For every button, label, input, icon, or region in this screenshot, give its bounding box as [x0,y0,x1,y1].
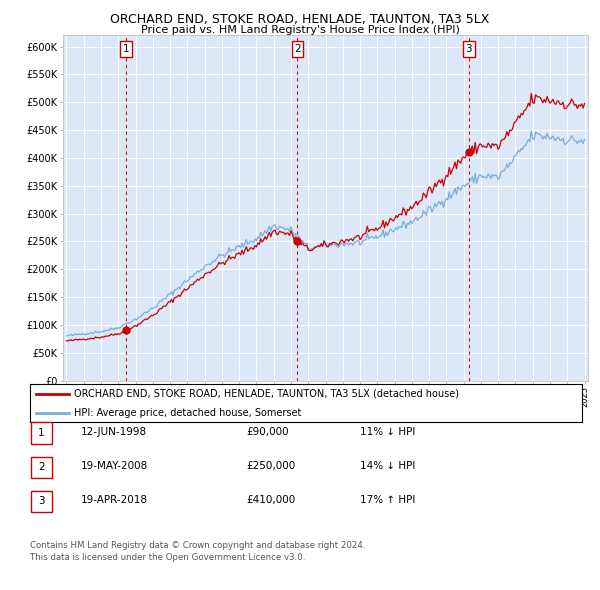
Text: 1: 1 [123,44,130,54]
Text: 19-APR-2018: 19-APR-2018 [81,496,148,505]
Text: Price paid vs. HM Land Registry's House Price Index (HPI): Price paid vs. HM Land Registry's House … [140,25,460,35]
Text: 3: 3 [466,44,472,54]
Text: £410,000: £410,000 [246,496,295,505]
Text: 11% ↓ HPI: 11% ↓ HPI [360,427,415,437]
Text: 19-MAY-2008: 19-MAY-2008 [81,461,148,471]
Text: ORCHARD END, STOKE ROAD, HENLADE, TAUNTON, TA3 5LX (detached house): ORCHARD END, STOKE ROAD, HENLADE, TAUNTO… [74,389,459,399]
Text: £90,000: £90,000 [246,427,289,437]
FancyBboxPatch shape [31,422,52,444]
FancyBboxPatch shape [31,491,52,512]
Text: HPI: Average price, detached house, Somerset: HPI: Average price, detached house, Some… [74,408,302,418]
Text: 17% ↑ HPI: 17% ↑ HPI [360,496,415,505]
Text: 2: 2 [294,44,301,54]
Text: 2: 2 [38,463,45,472]
FancyBboxPatch shape [31,457,52,478]
Text: 3: 3 [38,497,45,506]
Text: ORCHARD END, STOKE ROAD, HENLADE, TAUNTON, TA3 5LX: ORCHARD END, STOKE ROAD, HENLADE, TAUNTO… [110,13,490,26]
Text: 12-JUN-1998: 12-JUN-1998 [81,427,147,437]
Text: Contains HM Land Registry data © Crown copyright and database right 2024.: Contains HM Land Registry data © Crown c… [30,541,365,550]
Text: £250,000: £250,000 [246,461,295,471]
Text: 1: 1 [38,428,45,438]
Text: This data is licensed under the Open Government Licence v3.0.: This data is licensed under the Open Gov… [30,553,305,562]
Text: 14% ↓ HPI: 14% ↓ HPI [360,461,415,471]
